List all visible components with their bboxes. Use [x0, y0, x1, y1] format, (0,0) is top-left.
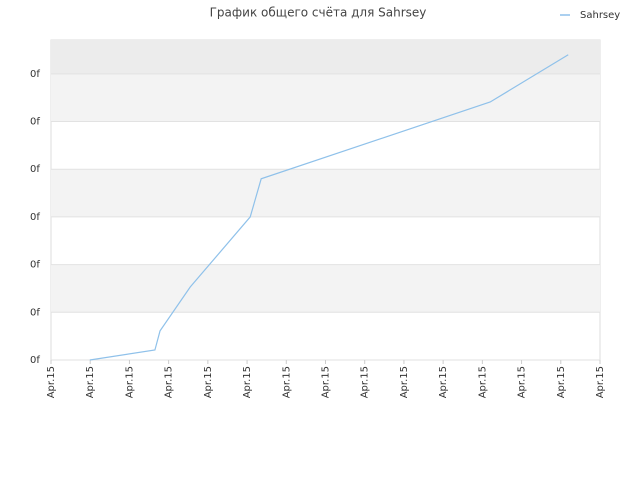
x-tick-label: Apr.15: [281, 366, 292, 398]
band: [51, 169, 600, 217]
x-tick-label: Apr.15: [203, 366, 214, 398]
x-tick-label: Apr.15: [242, 366, 253, 398]
y-tick-label: 0f: [30, 260, 40, 271]
x-tick-label: Apr.15: [517, 366, 528, 398]
y-tick-label: 0f: [30, 307, 40, 318]
legend-label: Sahrsey: [580, 10, 620, 21]
x-tick-label: Apr.15: [399, 366, 410, 398]
x-tick-label: Apr.15: [477, 366, 488, 398]
x-tick-label: Apr.15: [360, 366, 371, 398]
y-tick-label: 0f: [30, 117, 40, 128]
x-tick-label: Apr.15: [124, 366, 135, 398]
x-tick-label: Apr.15: [556, 366, 567, 398]
x-tick-label: Apr.15: [595, 366, 606, 398]
y-tick-label: 0f: [30, 164, 40, 175]
x-tick-label: Apr.15: [321, 366, 332, 398]
y-tick-label: 0f: [30, 212, 40, 223]
y-tick-label: 0f: [30, 355, 40, 366]
x-tick-label: Apr.15: [46, 366, 57, 398]
band: [51, 40, 600, 74]
x-tick-label: Apr.15: [438, 366, 449, 398]
band: [51, 264, 600, 313]
chart-title: График общего счёта для Sahrsey: [210, 6, 427, 20]
x-tick-label: Apr.15: [164, 366, 175, 398]
x-tick-label: Apr.15: [85, 366, 96, 398]
line: [89, 54, 569, 361]
band: [51, 73, 600, 122]
y-tick-label: 0f: [30, 69, 40, 80]
